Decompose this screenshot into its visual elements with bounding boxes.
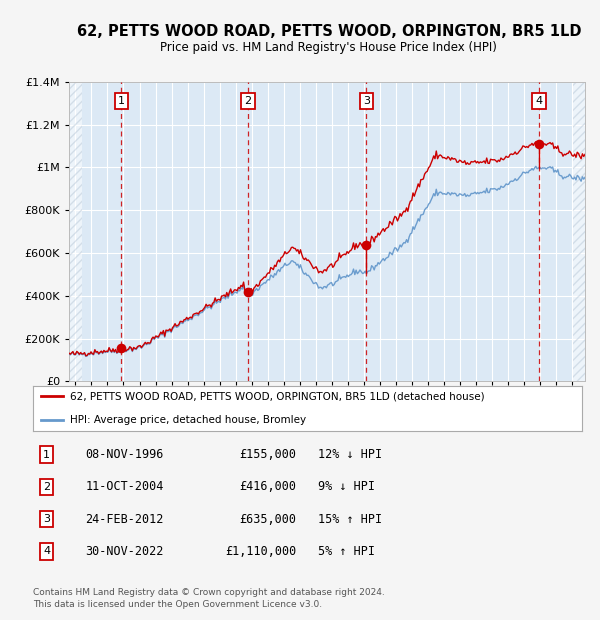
Text: 9% ↓ HPI: 9% ↓ HPI: [319, 480, 376, 494]
Text: 1: 1: [118, 96, 125, 106]
Text: 62, PETTS WOOD ROAD, PETTS WOOD, ORPINGTON, BR5 1LD (detached house): 62, PETTS WOOD ROAD, PETTS WOOD, ORPINGT…: [70, 391, 485, 401]
Text: This data is licensed under the Open Government Licence v3.0.: This data is licensed under the Open Gov…: [33, 600, 322, 609]
Text: 12% ↓ HPI: 12% ↓ HPI: [319, 448, 383, 461]
Text: 3: 3: [363, 96, 370, 106]
Text: 08-NOV-1996: 08-NOV-1996: [85, 448, 164, 461]
Text: 5% ↑ HPI: 5% ↑ HPI: [319, 545, 376, 558]
Text: £155,000: £155,000: [239, 448, 296, 461]
Text: 15% ↑ HPI: 15% ↑ HPI: [319, 513, 383, 526]
Text: £635,000: £635,000: [239, 513, 296, 526]
Text: 3: 3: [43, 514, 50, 524]
Text: 62, PETTS WOOD ROAD, PETTS WOOD, ORPINGTON, BR5 1LD: 62, PETTS WOOD ROAD, PETTS WOOD, ORPINGT…: [77, 24, 581, 38]
Text: 1: 1: [43, 450, 50, 459]
Text: 4: 4: [535, 96, 542, 106]
Text: £416,000: £416,000: [239, 480, 296, 494]
Text: 24-FEB-2012: 24-FEB-2012: [85, 513, 164, 526]
Text: £1,110,000: £1,110,000: [225, 545, 296, 558]
Text: 30-NOV-2022: 30-NOV-2022: [85, 545, 164, 558]
Text: 2: 2: [245, 96, 252, 106]
Text: Price paid vs. HM Land Registry's House Price Index (HPI): Price paid vs. HM Land Registry's House …: [160, 41, 497, 54]
Text: 2: 2: [43, 482, 50, 492]
Text: 4: 4: [43, 546, 50, 557]
Text: Contains HM Land Registry data © Crown copyright and database right 2024.: Contains HM Land Registry data © Crown c…: [33, 588, 385, 597]
Text: 11-OCT-2004: 11-OCT-2004: [85, 480, 164, 494]
Text: HPI: Average price, detached house, Bromley: HPI: Average price, detached house, Brom…: [70, 415, 307, 425]
